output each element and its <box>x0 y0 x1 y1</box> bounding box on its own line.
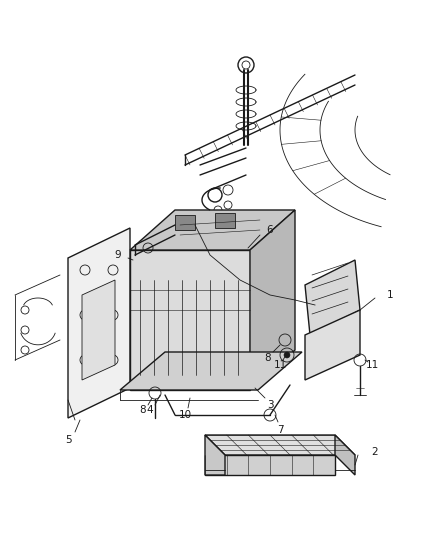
Text: 8: 8 <box>140 405 146 415</box>
Polygon shape <box>82 280 115 380</box>
Polygon shape <box>205 455 335 475</box>
Polygon shape <box>335 435 355 475</box>
Text: 11: 11 <box>365 360 378 370</box>
Polygon shape <box>130 210 295 250</box>
Polygon shape <box>305 310 360 380</box>
Text: 7: 7 <box>277 425 283 435</box>
Text: 2: 2 <box>372 447 378 457</box>
Polygon shape <box>175 215 195 230</box>
Text: 8: 8 <box>265 353 271 363</box>
Polygon shape <box>68 228 130 418</box>
Polygon shape <box>205 435 225 475</box>
Text: 6: 6 <box>267 225 273 235</box>
Polygon shape <box>205 435 355 455</box>
Polygon shape <box>215 213 235 228</box>
Text: 10: 10 <box>178 410 191 420</box>
Polygon shape <box>120 352 302 390</box>
Text: 5: 5 <box>65 435 71 445</box>
Polygon shape <box>250 210 295 390</box>
Text: 9: 9 <box>115 250 121 260</box>
Polygon shape <box>130 250 250 390</box>
Circle shape <box>284 352 290 358</box>
Text: 4: 4 <box>147 405 153 415</box>
Text: 3: 3 <box>267 400 273 410</box>
Polygon shape <box>305 260 360 335</box>
Text: 11: 11 <box>273 360 286 370</box>
Text: 1: 1 <box>387 290 393 300</box>
